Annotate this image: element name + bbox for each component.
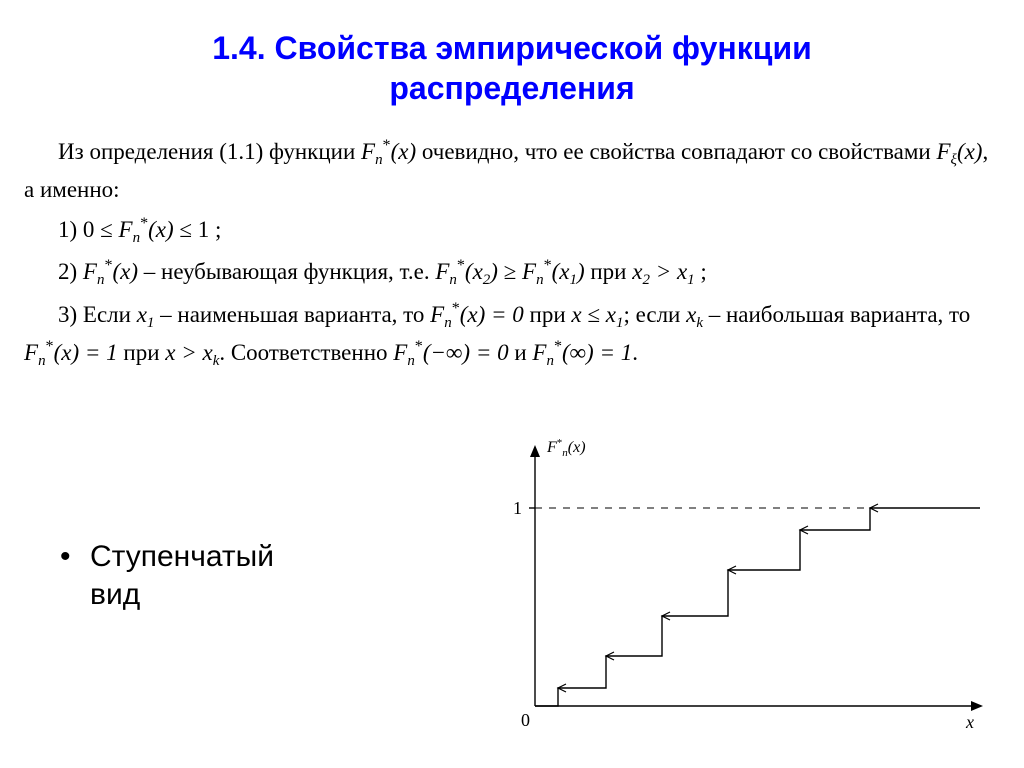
fn-posinf: Fn*(∞) = 1 bbox=[532, 340, 632, 365]
item3-f: при bbox=[118, 340, 166, 365]
xgtxk: x > xk bbox=[165, 340, 219, 365]
bullet-item: • Ступенчатый вид bbox=[90, 538, 274, 613]
x2gtx1: x2 > x1 bbox=[632, 259, 694, 284]
item3-d: ; если bbox=[623, 302, 686, 327]
item-3: 3) Если x1 – наименьшая варианта, то Fn*… bbox=[24, 297, 1000, 374]
page-title: 1.4. Свойства эмпирической функции распр… bbox=[0, 0, 1024, 118]
f-xi: Fξ(x) bbox=[936, 139, 982, 164]
svg-text:F*n(x): F*n(x) bbox=[546, 437, 586, 459]
fn-neginf: Fn*(−∞) = 0 bbox=[393, 340, 508, 365]
item-1: 1) 0 ≤ Fn*(x) ≤ 1 ; bbox=[24, 212, 1000, 250]
item3-b: – наименьшая варианта, то bbox=[154, 302, 430, 327]
fn-expr-3: Fn*(x) bbox=[83, 259, 138, 284]
item3-i: . bbox=[632, 340, 638, 365]
item2-d: ; bbox=[695, 259, 707, 284]
item3-e: – наибольшая варианта, то bbox=[703, 302, 970, 327]
fn-expr-1: Fn*(x) bbox=[361, 139, 416, 164]
intro-a: Из определения (1.1) функции bbox=[58, 139, 361, 164]
fn-eq1: Fn*(x) = 1 bbox=[24, 340, 118, 365]
item1-b: ≤ 1 ; bbox=[174, 217, 222, 242]
bullet-marker: • bbox=[60, 538, 71, 576]
title-line-1: 1.4. Свойства эмпирической функции bbox=[212, 30, 812, 66]
item3-h: и bbox=[509, 340, 533, 365]
intro-paragraph: Из определения (1.1) функции Fn*(x) очев… bbox=[24, 134, 1000, 208]
svg-text:0: 0 bbox=[521, 710, 530, 730]
bullet-line-2: вид bbox=[90, 578, 140, 611]
x1-var: x1 bbox=[137, 302, 155, 327]
fn-expr-4: Fn*(x2) ≥ Fn*(x1) bbox=[435, 259, 584, 284]
title-line-2: распределения bbox=[389, 70, 634, 106]
item2-c: при bbox=[585, 259, 633, 284]
item2-b: – неубывающая функция, т.е. bbox=[138, 259, 435, 284]
xlex1: x ≤ x1 bbox=[571, 302, 623, 327]
item3-c: при bbox=[524, 302, 572, 327]
fn-eq0: Fn*(x) = 0 bbox=[430, 302, 524, 327]
fn-expr-2: Fn*(x) bbox=[119, 217, 174, 242]
step-function-chart: 0 1 x F*n(x) bbox=[440, 430, 1000, 740]
item3-a: 3) Если bbox=[58, 302, 137, 327]
bullet-line-1: Ступенчатый bbox=[90, 540, 274, 573]
content-block: Из определения (1.1) функции Fn*(x) очев… bbox=[0, 118, 1024, 374]
item2-a: 2) bbox=[58, 259, 83, 284]
svg-text:x: x bbox=[965, 712, 974, 732]
xk-var: xk bbox=[686, 302, 703, 327]
intro-b: очевидно, что ее свойства совпадают со с… bbox=[422, 139, 937, 164]
item1-a: 1) 0 ≤ bbox=[58, 217, 119, 242]
item3-g: . Соответственно bbox=[219, 340, 393, 365]
item-2: 2) Fn*(x) – неубывающая функция, т.е. Fn… bbox=[24, 254, 1000, 292]
svg-text:1: 1 bbox=[513, 498, 522, 518]
